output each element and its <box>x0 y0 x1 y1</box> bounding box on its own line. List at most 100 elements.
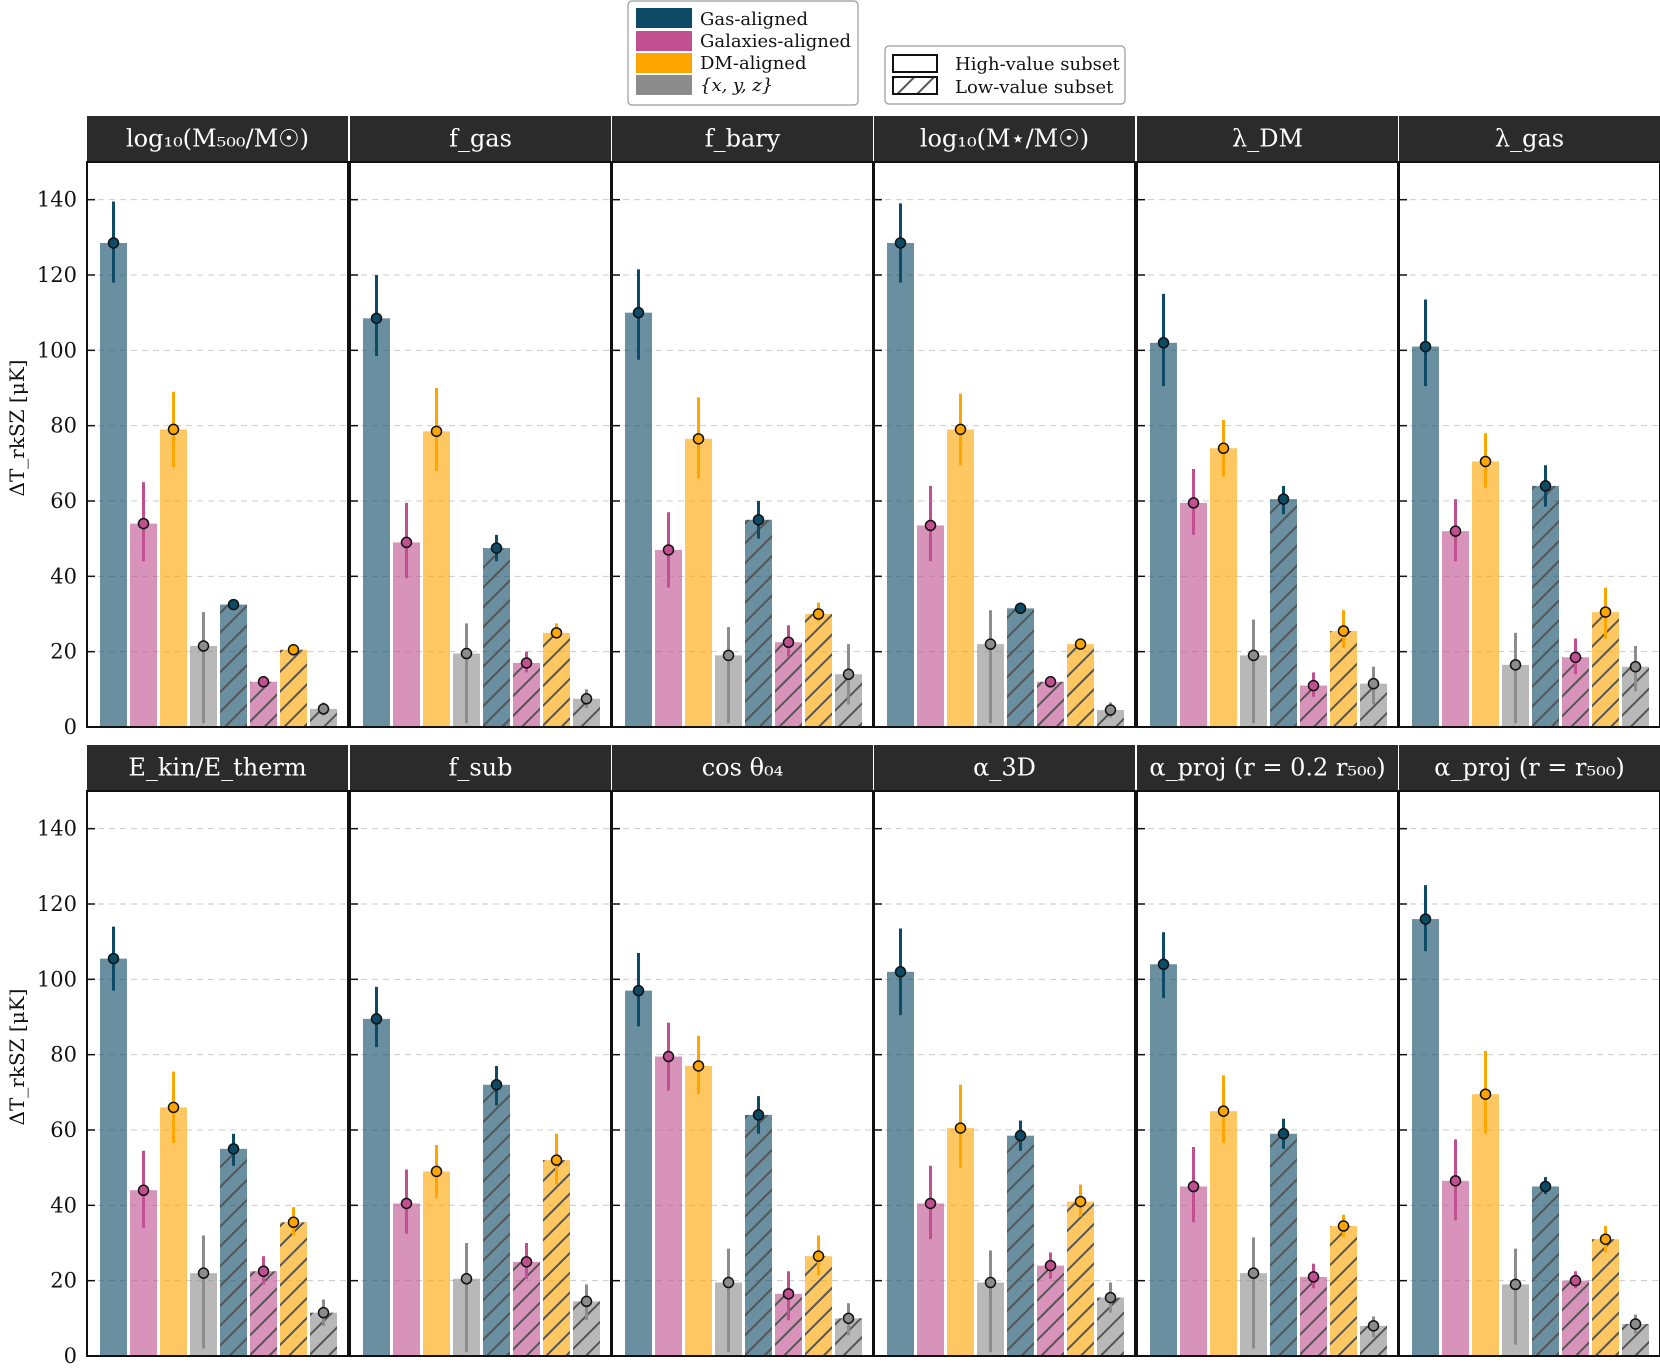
data-point <box>227 598 240 611</box>
bar-low-galaxies-hatch <box>513 662 540 727</box>
panel-header <box>350 116 611 161</box>
data-point <box>1104 1291 1117 1304</box>
bar-low-gas-hatch <box>1532 1186 1559 1356</box>
axes-frame <box>86 161 349 728</box>
y-axis-label: ΔT_rkSZ [μK] <box>5 360 29 497</box>
panel: λ_DM <box>1136 116 1399 728</box>
data-point <box>460 1273 473 1285</box>
data-point <box>662 1050 675 1063</box>
data-point <box>1074 1195 1087 1208</box>
data-point <box>1307 1271 1320 1283</box>
bar-low-dm-hatch <box>280 1222 307 1356</box>
panel: f_gas <box>349 116 612 728</box>
data-point <box>1569 651 1582 664</box>
y-tick-label: 60 <box>50 1118 77 1142</box>
legend-label-high: High-value subset <box>955 54 1121 75</box>
data-point <box>550 627 563 639</box>
bar-low-dm-hatch <box>280 649 307 727</box>
data-point <box>137 517 150 530</box>
data-point <box>370 1013 383 1025</box>
panel-header <box>874 116 1135 161</box>
legend-swatch-low <box>892 76 938 95</box>
panel: α_proj (r = r₅₀₀) <box>1398 745 1660 1357</box>
y-tick-label: 40 <box>50 1193 77 1217</box>
y-tick-label: 0 <box>64 715 77 739</box>
bar-low-gas-hatch <box>1532 485 1559 727</box>
data-point <box>1247 649 1260 662</box>
bar-high-dm <box>1210 448 1237 727</box>
panel: E_kin/E_therm 0 20 40 60 80 100 120 140 <box>37 745 349 1368</box>
y-tick-label: 120 <box>37 892 77 916</box>
axes-frame <box>873 790 1136 1357</box>
data-point <box>1367 1320 1380 1332</box>
data-point <box>1157 958 1170 971</box>
y-axis-label-top-row: ΔT_rkSZ [μK] <box>5 360 29 497</box>
y-tick-label: 140 <box>37 817 77 841</box>
data-point <box>197 640 210 652</box>
data-point <box>430 425 443 438</box>
legend-label-dm: DM-aligned <box>700 53 806 74</box>
legend-label-gas: Gas-aligned <box>700 9 808 30</box>
bar-low-dm-hatch <box>1067 644 1094 727</box>
data-point <box>520 1256 533 1268</box>
bar-high-dm <box>160 1107 187 1356</box>
data-point <box>924 519 937 532</box>
data-point <box>894 237 907 249</box>
y-tick-label: 100 <box>37 338 77 362</box>
data-point <box>287 644 300 656</box>
bar-low-dm-hatch <box>543 632 570 727</box>
data-point <box>1419 913 1432 925</box>
data-point <box>1277 493 1290 505</box>
y-tick-label: 80 <box>50 1043 77 1067</box>
axes-frame <box>873 161 1136 728</box>
panel-title: log₁₀(M⋆/M☉) <box>920 125 1089 153</box>
data-point <box>782 1288 795 1300</box>
panel-header <box>1399 116 1660 161</box>
panel: α_proj (r = 0.2 r₅₀₀) <box>1136 745 1399 1357</box>
bar-high-gas <box>887 971 914 1356</box>
data-point <box>1479 1088 1492 1100</box>
data-point <box>1187 1180 1200 1193</box>
data-point <box>692 433 705 445</box>
bar-high-dm <box>1210 1111 1237 1356</box>
bar-low-gas-hatch <box>220 1148 247 1356</box>
y-tick-label: 140 <box>37 188 77 212</box>
panel-title: log₁₀(M₅₀₀/M☉) <box>126 125 309 153</box>
bar-high-dm <box>685 438 712 727</box>
bar-low-dm-hatch <box>543 1160 570 1356</box>
data-point <box>722 649 735 662</box>
data-point <box>924 1197 937 1210</box>
bar-low-gas-hatch <box>483 548 510 727</box>
panel-title: λ_gas <box>1495 125 1564 153</box>
axes-frame <box>86 790 349 1357</box>
bar-low-gas-hatch <box>745 1114 772 1356</box>
data-point <box>1539 1180 1552 1193</box>
y-axis-label-bottom-row: ΔT_rkSZ [μK] <box>5 989 29 1126</box>
data-point <box>107 952 120 965</box>
y-tick-label: 60 <box>50 489 77 513</box>
data-point <box>257 676 270 688</box>
data-point <box>842 668 855 681</box>
panel-title: E_kin/E_therm <box>128 754 307 782</box>
panel-header <box>87 745 348 790</box>
y-axis-label: ΔT_rkSZ [μK] <box>5 989 29 1126</box>
data-point <box>317 703 330 715</box>
bar-high-dm <box>423 431 450 727</box>
y-tick-label: 40 <box>50 564 77 588</box>
bar-low-galaxies-hatch <box>1300 1276 1327 1356</box>
data-point <box>1539 480 1552 492</box>
data-point <box>984 1276 997 1289</box>
data-point <box>1629 1318 1642 1330</box>
data-point <box>894 966 907 978</box>
data-point <box>1044 676 1057 688</box>
panel: λ_gas <box>1398 116 1660 728</box>
panel-header <box>612 745 873 790</box>
axes-frame <box>1398 161 1660 728</box>
data-point <box>107 237 120 249</box>
data-point <box>984 638 997 650</box>
bar-high-gas <box>625 312 652 727</box>
bar-high-dm <box>1472 461 1499 727</box>
bar-low-xyz-hatch <box>310 708 337 727</box>
bar-low-dm-hatch <box>805 614 832 727</box>
